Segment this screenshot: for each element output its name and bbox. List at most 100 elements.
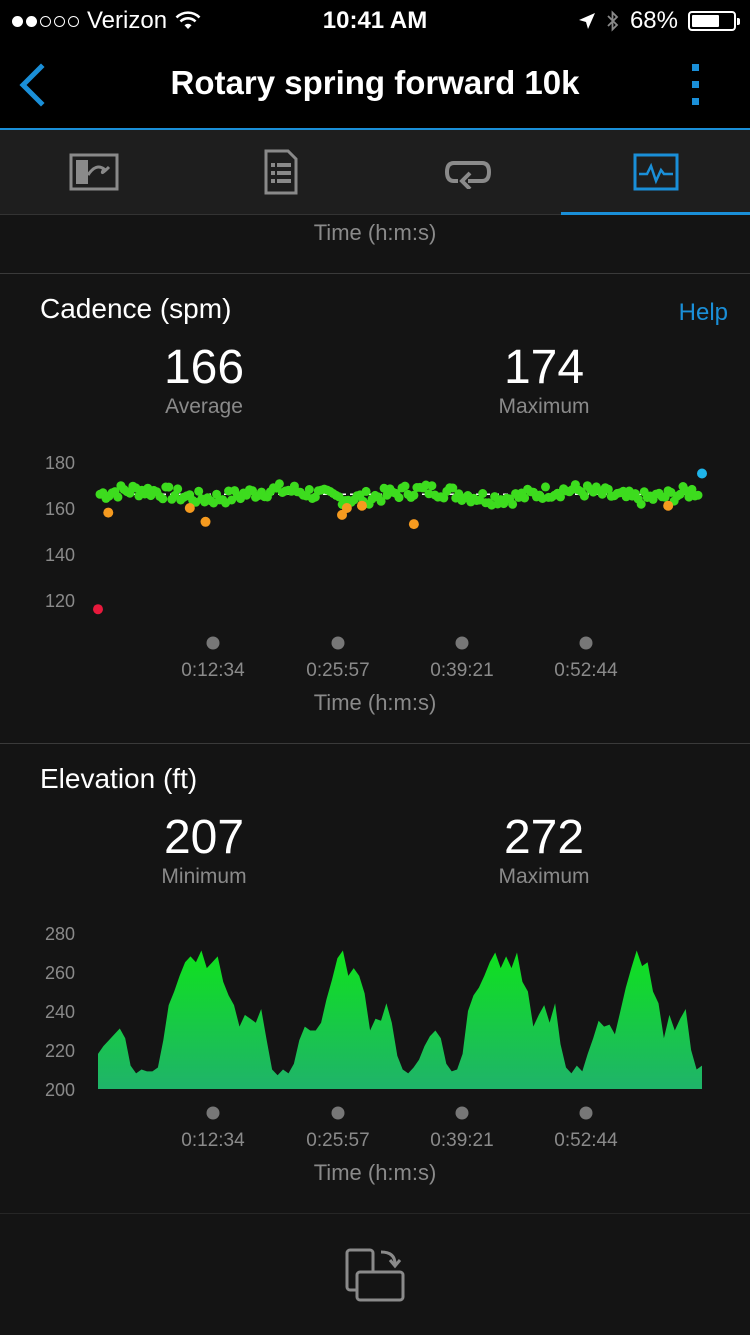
elevation-area: [98, 950, 702, 1089]
tab-charts[interactable]: [561, 130, 750, 215]
cadence-maximum-label: Maximum: [498, 395, 590, 418]
cadence-point: [173, 484, 183, 494]
section-divider: [0, 273, 750, 274]
cadence-point: [400, 481, 410, 491]
cadence-point: [164, 482, 174, 492]
cadence-chart: 180 160 140 120 0:12:34 0:25:57 0:39:21 0:52:44: [45, 453, 707, 681]
elevation-maximum-value: 272: [503, 811, 585, 864]
charts-icon: [633, 153, 678, 191]
back-chevron-icon[interactable]: [14, 62, 54, 108]
x-tick-label: 0:39:21: [430, 1130, 493, 1151]
cadence-title: Cadence (spm): [40, 293, 232, 324]
cadence-point: [478, 489, 488, 498]
cadence-point: [520, 493, 530, 503]
overview-map-icon: [69, 153, 118, 191]
cadence-point: [448, 483, 458, 493]
cadence-point: [579, 491, 589, 501]
cadence-point: [439, 493, 449, 503]
cadence-point: [361, 486, 371, 496]
elevation-minimum-value: 207: [163, 811, 245, 864]
elevation-minimum-label: Minimum: [161, 865, 247, 888]
cadence-point: [376, 496, 386, 506]
wifi-icon: [175, 11, 201, 29]
y-tick-label: 200: [45, 1080, 75, 1100]
y-tick-label: 240: [45, 1002, 75, 1022]
cadence-point: [636, 499, 646, 509]
cadence-outlier-point: [341, 503, 352, 513]
y-tick-label: 220: [45, 1041, 75, 1061]
cadence-point: [603, 484, 613, 494]
x-tick-label: 0:25:57: [306, 1130, 369, 1151]
signal-strength-icon: [12, 15, 79, 27]
x-tick-marker: [579, 636, 593, 650]
cadence-point: [541, 482, 550, 492]
elevation-title: Elevation (ft): [40, 763, 198, 794]
rotate-device-icon[interactable]: [341, 1246, 409, 1306]
x-tick-label: 0:12:34: [181, 1130, 245, 1151]
section-divider: [0, 743, 750, 744]
battery-percent: 68%: [629, 7, 678, 34]
cadence-average-label: Average: [165, 395, 243, 418]
page-title: Rotary spring forward 10k: [170, 64, 580, 101]
cadence-point: [693, 490, 703, 500]
more-options-icon[interactable]: [690, 64, 702, 106]
laps-loop-icon: [444, 161, 491, 189]
cadence-point: [125, 488, 135, 498]
x-tick-marker: [206, 1106, 220, 1120]
cadence-maximum-value: 174: [503, 341, 585, 394]
help-link[interactable]: Help: [678, 299, 728, 326]
cadence-point: [304, 485, 314, 494]
tab-details[interactable]: [187, 130, 374, 214]
x-tick-label: 0:25:57: [306, 660, 369, 681]
status-bar: Verizon 10:41 AM 68%: [0, 0, 750, 40]
bluetooth-icon: [607, 10, 619, 32]
x-tick-label: 0:39:21: [430, 660, 493, 681]
cadence-point: [274, 479, 284, 489]
x-tick-marker: [206, 636, 220, 650]
cadence-outlier-point: [356, 500, 367, 511]
x-tick-marker: [455, 1106, 469, 1120]
y-tick-label: 180: [45, 453, 75, 473]
tab-bar: [0, 130, 750, 215]
x-tick-marker: [331, 636, 345, 650]
bottom-bar: [0, 1213, 750, 1335]
elevation-chart: 280 260 240 220 200 0:12:34 0:25:57 0:39:21 0:52…: [45, 924, 702, 1151]
cadence-point: [427, 481, 437, 491]
cadence-point: [556, 492, 565, 502]
cadence-outlier-point: [663, 500, 674, 511]
cadence-outlier-point: [697, 468, 707, 479]
elevation-x-axis-label: Time (h:m:s): [313, 1160, 437, 1185]
tab-laps[interactable]: [374, 130, 561, 214]
previous-chart-axis-caption: Time (h:m:s): [313, 220, 437, 245]
battery-icon: [688, 11, 740, 31]
x-tick-label: 0:12:34: [181, 660, 245, 681]
cadence-outlier-point: [184, 503, 195, 513]
details-list-icon: [264, 149, 297, 195]
elevation-maximum-label: Maximum: [498, 865, 590, 888]
cadence-point: [508, 499, 518, 509]
cadence-outlier-point: [200, 516, 211, 527]
cadence-average-value: 166: [163, 341, 245, 394]
x-tick-label: 0:52:44: [554, 1130, 618, 1151]
x-tick-label: 0:52:44: [554, 660, 618, 681]
cadence-point: [113, 492, 123, 502]
cadence-point: [194, 486, 204, 496]
x-tick-marker: [579, 1106, 593, 1120]
nav-bar: Rotary spring forward 10k: [0, 40, 750, 130]
cadence-outlier-point: [93, 604, 103, 615]
x-tick-marker: [455, 636, 469, 650]
y-tick-label: 260: [45, 963, 75, 983]
y-tick-label: 140: [45, 545, 75, 565]
clock: 10:41 AM: [322, 7, 428, 34]
location-arrow-icon: [578, 13, 595, 29]
y-tick-label: 160: [45, 499, 75, 519]
y-tick-label: 120: [45, 591, 75, 611]
carrier-name: Verizon: [87, 7, 168, 34]
cadence-point: [394, 493, 404, 503]
cadence-x-axis-label: Time (h:m:s): [313, 690, 437, 715]
cadence-point: [409, 490, 419, 500]
cadence-outlier-point: [408, 519, 419, 530]
cadence-point: [158, 494, 168, 504]
x-tick-marker: [331, 1106, 345, 1120]
tab-overview[interactable]: [0, 130, 187, 214]
